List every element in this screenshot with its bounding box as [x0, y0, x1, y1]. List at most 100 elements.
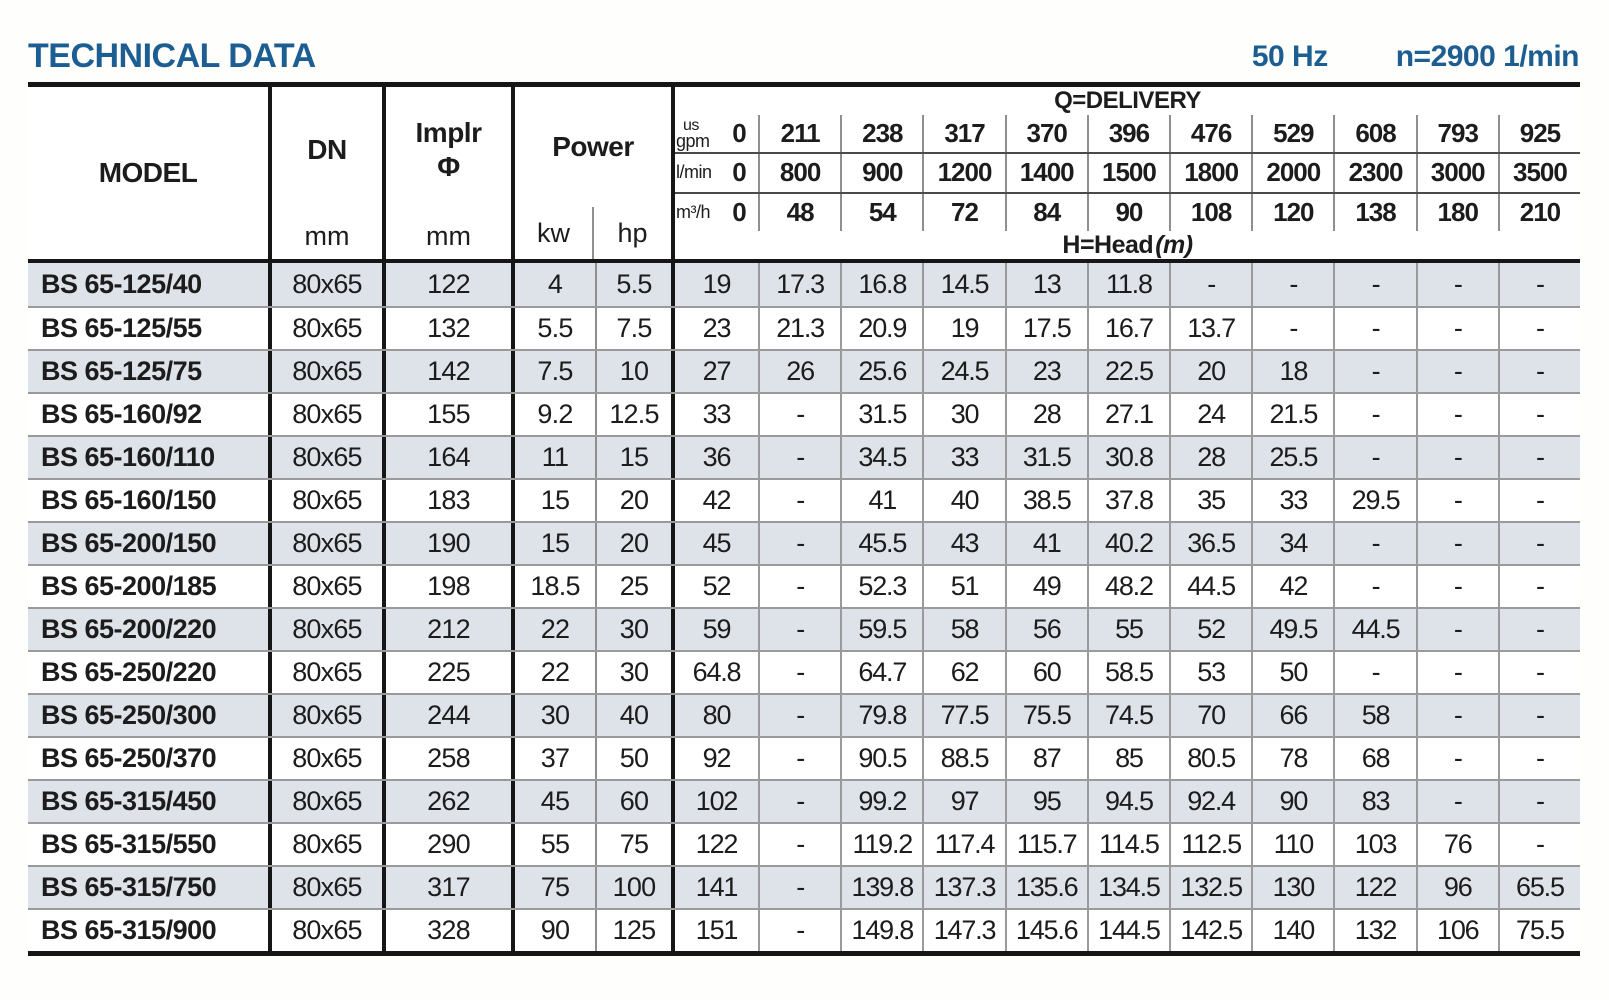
head-value-cell: - — [1333, 308, 1415, 349]
head-value-cell: 75.5 — [1497, 910, 1580, 951]
head-value-cell: 11.8 — [1086, 263, 1169, 306]
head-value-cell: 62 — [922, 652, 1004, 693]
head-value-cell: 27 — [702, 356, 732, 386]
head-value-cell: 30.8 — [1086, 437, 1169, 478]
model-cell: BS 65-315/900 — [28, 910, 272, 951]
head-value-cell: 151 — [695, 915, 739, 945]
dn-cell: 80x65 — [272, 566, 386, 607]
head-value-cell: 21.5 — [1251, 394, 1333, 435]
kw-cell: 30 — [540, 700, 570, 730]
head-value-cell: 24.5 — [922, 351, 1004, 392]
head-value-cell: - — [758, 867, 840, 908]
impeller-cell: 244 — [386, 695, 515, 736]
head-value-cell: 122 — [695, 829, 739, 859]
head-value-cell: 53 — [1169, 652, 1251, 693]
head-value-cell: 119.2 — [840, 824, 922, 865]
table-row: BS 65-125/55 80x65 132 5.5 7.5 23 21.3 20.… — [28, 306, 1580, 349]
head-value-cell: 31.5 — [1004, 437, 1087, 478]
table-row: BS 65-125/40 80x65 122 4 5.5 19 17.3 16.8 1… — [28, 263, 1580, 306]
head-value-cell: 64.7 — [840, 652, 922, 693]
head-value-cell: 50 — [1251, 652, 1333, 693]
delivery-value: 1200 — [922, 154, 1004, 192]
head-value-cell: 106 — [1415, 910, 1498, 951]
head-value-cell: 45 — [702, 528, 732, 558]
head-value-cell: 115.7 — [1004, 824, 1087, 865]
head-value-cell: 34 — [1251, 523, 1333, 564]
head-value-cell: 49.5 — [1251, 609, 1333, 650]
table-row: BS 65-315/750 80x65 317 75 100 141-139.8… — [28, 865, 1580, 908]
head-value-cell: 41 — [1004, 523, 1087, 564]
head-value-cell: 28 — [1169, 437, 1251, 478]
hp-cell: 50 — [595, 738, 675, 779]
kw-cell: 55 — [540, 829, 570, 859]
column-header-dn: DN mm — [272, 87, 386, 259]
dn-cell: 80x65 — [272, 480, 386, 521]
header-bar: TECHNICAL DATA 50 Hz n=2900 1/min — [0, 0, 1609, 82]
head-value-cell: - — [1333, 263, 1415, 306]
head-value-cell: - — [1415, 695, 1498, 736]
head-value-cell: - — [1497, 566, 1580, 607]
head-values: 45-45.5 43 41 40.2 36.5 34- - - — [675, 523, 1580, 564]
model-cell: BS 65-200/150 — [28, 523, 272, 564]
impeller-cell: 328 — [386, 910, 515, 951]
hp-cell: 100 — [595, 867, 675, 908]
kw-cell: 37 — [540, 743, 570, 773]
model-cell: BS 65-250/220 — [28, 652, 272, 693]
delivery-value: 2000 — [1251, 154, 1333, 192]
column-header-delivery: Q=DELIVERY us gpm 0 211 238 317 370 396 476 52… — [675, 87, 1580, 259]
delivery-value: 900 — [840, 154, 922, 192]
head-value-cell: 13.7 — [1169, 308, 1251, 349]
model-cell: BS 65-160/110 — [28, 437, 272, 478]
head-values: 19 17.3 16.8 14.5 13 11.8- - - - - — [675, 263, 1580, 306]
head-value-cell: 79.8 — [840, 695, 922, 736]
head-value-cell: 36 — [702, 442, 732, 472]
head-value-cell: 147.3 — [922, 910, 1004, 951]
head-value-cell: - — [758, 695, 840, 736]
table-row: BS 65-250/370 80x65 258 37 50 92-90.5 88.… — [28, 736, 1580, 779]
kw-cell: 11 — [541, 442, 569, 472]
impeller-cell: 262 — [386, 781, 515, 822]
head-value-cell: - — [1497, 351, 1580, 392]
delivery-value: 1400 — [1004, 154, 1087, 192]
model-cell: BS 65-250/300 — [28, 695, 272, 736]
head-values: 33-31.5 30 28 27.1 24 21.5- - - — [675, 394, 1580, 435]
dn-cell: 80x65 — [272, 738, 386, 779]
head-value-cell: - — [758, 480, 840, 521]
head-value-cell: - — [1497, 480, 1580, 521]
kw-cell: 7.5 — [537, 356, 573, 386]
kw-cell: 22 — [540, 614, 570, 644]
head-value-cell: - — [1333, 437, 1415, 478]
head-values: 80-79.8 77.5 75.5 74.5 70 66 58- - — [675, 695, 1580, 736]
delivery-title: Q=DELIVERY — [1054, 87, 1201, 114]
model-cell: BS 65-315/550 — [28, 824, 272, 865]
head-value-cell: - — [1333, 652, 1415, 693]
head-value-cell: 135.6 — [1004, 867, 1087, 908]
delivery-value: 84 — [1004, 193, 1087, 231]
head-value-cell: - — [1497, 824, 1580, 865]
head-value-cell: 25.6 — [840, 351, 922, 392]
impeller-cell: 190 — [386, 523, 515, 564]
head-value-cell: - — [1415, 263, 1498, 306]
head-value-cell: 122 — [1333, 867, 1415, 908]
kw-cell: 9.2 — [537, 399, 573, 429]
head-value-cell: 41 — [840, 480, 922, 521]
head-value-cell: - — [758, 824, 840, 865]
head-value-cell: 28 — [1004, 394, 1087, 435]
head-value-cell: 92 — [702, 743, 732, 773]
head-value-cell: 134.5 — [1086, 867, 1169, 908]
head-value-cell: 95 — [1004, 781, 1087, 822]
head-value-cell: - — [1497, 738, 1580, 779]
table-header: MODEL DN mm Implr Φ mm Power kw hp — [28, 87, 1580, 263]
head-values: 36-34.5 33 31.5 30.8 28 25.5- - - — [675, 437, 1580, 478]
head-value-cell: - — [1251, 263, 1333, 306]
delivery-zero-value: 0 — [732, 157, 747, 188]
head-value-cell: 14.5 — [922, 263, 1004, 306]
head-value-cell: 36.5 — [1169, 523, 1251, 564]
hp-cell: 30 — [595, 652, 675, 693]
head-value-cell: 132 — [1333, 910, 1415, 951]
head-values: 52-52.3 51 49 48.2 44.5 42- - - — [675, 566, 1580, 607]
hp-unit-label: hp — [592, 207, 671, 259]
delivery-value: 210 — [1497, 193, 1580, 231]
delivery-value: 317 — [922, 115, 1004, 153]
head-value-cell: - — [758, 652, 840, 693]
